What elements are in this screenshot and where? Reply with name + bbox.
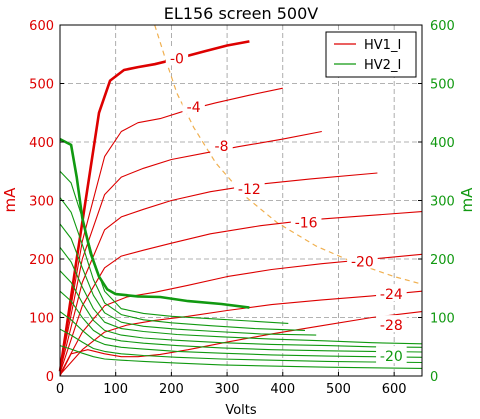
chart-title: EL156 screen 500V bbox=[164, 4, 318, 23]
y-left-tick-label: 100 bbox=[29, 312, 54, 327]
annotation-background bbox=[376, 346, 407, 364]
hv2-curve-11 bbox=[59, 223, 317, 336]
y-left-tick-label: 300 bbox=[29, 195, 54, 210]
curve-annotation-label: -20 bbox=[351, 254, 374, 270]
curve-annotation-label: -8 bbox=[215, 139, 229, 155]
hv2-curve-17 bbox=[59, 345, 423, 369]
y-axis-left-label: mA bbox=[1, 187, 19, 213]
hv2-curve-14 bbox=[59, 290, 423, 353]
hv1-curve-bias-24 bbox=[59, 290, 423, 376]
annotation-background bbox=[290, 212, 322, 230]
y-right-tick-label: 500 bbox=[430, 78, 455, 93]
hv2-curve-12 bbox=[59, 246, 423, 345]
curve-annotation-label: -0 bbox=[170, 51, 184, 67]
x-tick-label: 0 bbox=[56, 382, 64, 397]
hv1-curve-bias-4 bbox=[59, 87, 283, 371]
x-tick-label: 300 bbox=[215, 382, 240, 397]
hv2-curve-9 bbox=[59, 170, 289, 324]
y-left-tick-label: 200 bbox=[29, 253, 54, 268]
x-tick-label: 200 bbox=[159, 382, 184, 397]
curve-annotation-label: -20 bbox=[380, 349, 403, 365]
x-tick-label: 400 bbox=[270, 382, 295, 397]
y-right-tick-label: 100 bbox=[430, 312, 455, 327]
annotation-background bbox=[165, 48, 189, 66]
hv2-curve-10 bbox=[59, 197, 306, 331]
hv2-curve-15 bbox=[59, 311, 423, 358]
x-tick-label: 600 bbox=[382, 382, 407, 397]
curve-annotation-label: -24 bbox=[380, 287, 403, 303]
y-right-tick-label: 400 bbox=[430, 136, 455, 151]
y-axis-right-ticks: 0 100 200 300 400 500 600 bbox=[418, 19, 455, 385]
x-tick-label: 100 bbox=[103, 382, 128, 397]
legend-label-hv1: HV1_I bbox=[364, 38, 401, 53]
annotation-background bbox=[376, 315, 407, 333]
x-axis-label: Volts bbox=[225, 403, 257, 418]
x-tick-label: 500 bbox=[326, 382, 351, 397]
y-left-tick-label: 400 bbox=[29, 136, 54, 151]
annotation-background bbox=[234, 178, 265, 196]
legend-box bbox=[325, 31, 417, 78]
curve-annotation-label: -4 bbox=[187, 100, 201, 116]
y-left-tick-label: 500 bbox=[29, 78, 54, 93]
hv1-curve-bias-28 bbox=[59, 311, 423, 377]
curve-annotations: -0 -4 -8 -12 -16 -20 -24 -28 -20 bbox=[165, 48, 407, 365]
y-left-tick-label: 0 bbox=[46, 370, 54, 385]
curve-annotation-label: -16 bbox=[295, 216, 318, 232]
hv1-curve-bias-8 bbox=[59, 130, 322, 371]
y-right-tick-label: 300 bbox=[430, 195, 455, 210]
legend-label-hv2: HV2_I bbox=[364, 58, 401, 73]
annotation-background bbox=[182, 96, 205, 114]
grid-lines bbox=[60, 25, 422, 376]
y-right-tick-label: 200 bbox=[430, 253, 455, 268]
curve-annotation-label: -28 bbox=[380, 318, 403, 334]
y-axis-left-ticks: 0 100 200 300 400 500 600 bbox=[29, 19, 64, 385]
annotation-background bbox=[347, 251, 378, 269]
hv2-curve-16 bbox=[59, 328, 423, 364]
y-right-tick-label: 0 bbox=[430, 370, 438, 385]
series-lines bbox=[58, 40, 423, 377]
hv1-curve-bias-0 bbox=[58, 40, 250, 372]
hv2-curve-13 bbox=[59, 270, 423, 348]
y-right-tick-label: 600 bbox=[430, 19, 455, 34]
annotation-background bbox=[376, 284, 407, 302]
hv1-curve-bias-20 bbox=[59, 253, 423, 375]
annotation-background bbox=[210, 136, 233, 154]
hv1-curve-bias-16 bbox=[59, 211, 423, 374]
x-axis-ticks: 0 100 200 300 400 500 600 bbox=[56, 372, 407, 397]
hv2-curve-bias-0 bbox=[59, 137, 250, 309]
legend: HV1_I HV2_I bbox=[325, 31, 417, 78]
hv1-curve-bias-12 bbox=[59, 172, 378, 372]
y-axis-right-label: mA bbox=[458, 187, 476, 213]
y-left-tick-label: 600 bbox=[29, 19, 54, 34]
curve-annotation-label: -12 bbox=[238, 182, 261, 198]
